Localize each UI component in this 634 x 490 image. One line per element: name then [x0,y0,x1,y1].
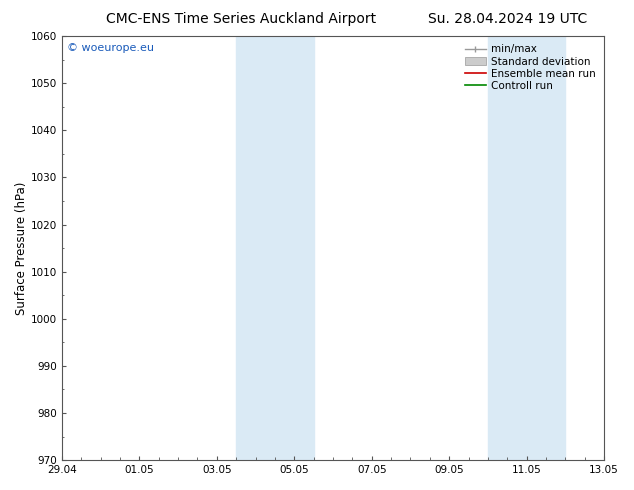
Bar [488,36,527,460]
Y-axis label: Surface Pressure (hPa): Surface Pressure (hPa) [15,181,28,315]
Text: Su. 28.04.2024 19 UTC: Su. 28.04.2024 19 UTC [427,12,587,26]
Bar [236,36,275,460]
Bar [275,36,314,460]
Bar [527,36,566,460]
Text: © woeurope.eu: © woeurope.eu [67,43,154,52]
Text: CMC-ENS Time Series Auckland Airport: CMC-ENS Time Series Auckland Airport [106,12,376,26]
Legend: min/max, Standard deviation, Ensemble mean run, Controll run: min/max, Standard deviation, Ensemble me… [462,41,599,94]
